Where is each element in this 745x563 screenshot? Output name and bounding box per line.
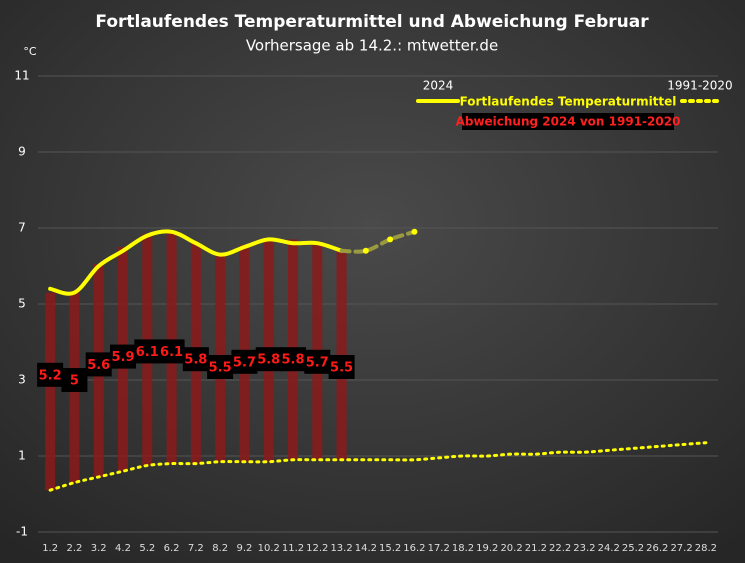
data-label: 5.7	[233, 355, 256, 370]
legend-header: 2024	[423, 79, 454, 93]
x-tick-label: 23.2	[573, 543, 595, 554]
data-label-box	[61, 368, 88, 392]
data-label-box	[37, 362, 64, 387]
x-tick-label: 24.2	[598, 543, 620, 554]
data-label-box	[207, 355, 234, 379]
x-tick-label: 20.2	[500, 543, 522, 554]
data-label-box	[255, 347, 282, 372]
legend-box	[462, 113, 674, 130]
data-label: 5.5	[209, 361, 232, 376]
data-label: 5.7	[306, 355, 329, 370]
x-tick-label: 26.2	[646, 543, 668, 554]
x-tick-label: 17.2	[428, 543, 450, 554]
line-solid	[48, 229, 344, 296]
data-label-box	[280, 347, 306, 372]
y-tick-label: -1	[16, 525, 28, 539]
data-label-box	[182, 347, 209, 372]
x-tick-label: 18.2	[452, 543, 474, 554]
x-tick-label: 8.2	[212, 543, 228, 554]
chart-subtitle: Vorhersage ab 14.2.: mtwetter.de	[246, 37, 498, 55]
data-label: 5.5	[330, 361, 353, 376]
y-tick-label: 3	[18, 373, 26, 387]
x-tick-label: 6.2	[164, 543, 180, 554]
x-tick-label: 27.2	[670, 543, 692, 554]
data-label: 5.6	[87, 358, 110, 373]
line-dotted	[48, 441, 708, 492]
data-label: 5	[70, 374, 79, 389]
chart-title: Fortlaufendes Temperaturmittel und Abwei…	[95, 12, 649, 32]
x-tick-label: 4.2	[115, 543, 131, 554]
y-tick-label: 1	[18, 449, 26, 463]
x-tick-label: 16.2	[403, 543, 425, 554]
x-tick-label: 15.2	[379, 543, 401, 554]
y-tick-label: 7	[18, 221, 26, 235]
x-tick-label: 11.2	[282, 543, 304, 554]
data-label-box	[134, 339, 161, 364]
data-label: 5.8	[257, 353, 280, 368]
data-label: 6.1	[136, 345, 159, 360]
x-tick-label: 22.2	[549, 543, 571, 554]
legend-label: Abweichung 2024 von 1991-2020	[456, 115, 681, 129]
forecast-point	[362, 247, 369, 254]
x-tick-label: 21.2	[525, 543, 547, 554]
y-tick-label: 5	[18, 297, 26, 311]
data-label-box	[85, 352, 112, 377]
data-label: 5.2	[39, 368, 62, 383]
forecast-point	[411, 228, 418, 235]
data-label: 5.9	[111, 350, 134, 365]
y-tick-label: 11	[14, 69, 29, 83]
x-tick-label: 9.2	[236, 543, 252, 554]
x-tick-label: 19.2	[476, 543, 498, 554]
data-label-box	[328, 355, 355, 379]
grid	[38, 75, 718, 533]
x-tick-label: 25.2	[622, 543, 644, 554]
data-label-box	[158, 339, 185, 364]
x-tick-label: 14.2	[355, 543, 377, 554]
y-tick-label: 9	[18, 145, 26, 159]
x-tick-label: 1.2	[42, 543, 58, 554]
legend-header: 1991-2020	[667, 79, 732, 93]
x-tick-label: 28.2	[695, 543, 717, 554]
x-tick-label: 2.2	[66, 543, 82, 554]
line-dashed	[339, 229, 417, 254]
data-label-box	[110, 344, 136, 369]
x-tick-label: 12.2	[306, 543, 328, 554]
x-tick-label: 13.2	[330, 543, 352, 554]
bar	[45, 292, 56, 491]
data-label: 5.8	[281, 353, 304, 368]
x-tick-label: 10.2	[258, 543, 280, 554]
legend-label: Fortlaufendes Temperaturmittel	[460, 95, 677, 109]
data-label: 5.8	[184, 353, 207, 368]
forecast-point	[387, 236, 394, 243]
x-tick-label: 7.2	[188, 543, 204, 554]
data-label: 6.1	[160, 345, 183, 360]
x-tick-label: 5.2	[139, 543, 155, 554]
data-label-box	[231, 349, 258, 374]
y-unit: °C	[23, 45, 37, 58]
x-tick-label: 3.2	[91, 543, 107, 554]
data-label-box	[304, 349, 331, 374]
